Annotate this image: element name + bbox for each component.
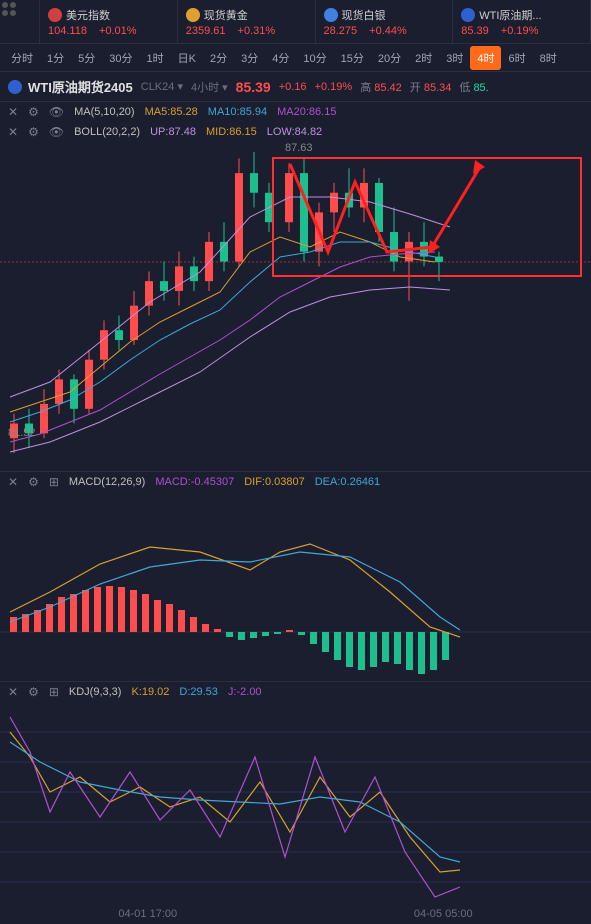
ticker-value: 2359.61	[186, 25, 226, 37]
macd-label: MACD(12,26,9)	[69, 476, 145, 488]
symbol-change: +0.16	[279, 81, 307, 93]
dif-value: DIF:0.03807	[244, 476, 305, 488]
symbol-change-pct: +0.19%	[315, 81, 353, 93]
symbol-price: 85.39	[236, 79, 271, 95]
ticker-value: 85.39	[461, 25, 489, 37]
macd-panel[interactable]: ✕ ⚙ ⊞ MACD(12,26,9) MACD:-0.45307 DIF:0.…	[0, 472, 591, 682]
ticker-icon	[48, 8, 62, 22]
ma20-value: MA20:86.15	[277, 106, 336, 118]
close-icon[interactable]: ✕	[8, 685, 18, 699]
symbol-code: CLK24 ▾	[141, 80, 183, 93]
ticker-value: 104.118	[48, 25, 87, 37]
close-icon[interactable]: ✕	[8, 105, 18, 119]
xaxis-label: 04-05 05:00	[414, 908, 473, 920]
ma5-value: MA5:85.28	[145, 106, 198, 118]
boll-up-value: UP:87.48	[150, 126, 196, 138]
settings-icon[interactable]: ⚙	[28, 475, 39, 489]
chart-bottom-label: 81.52	[8, 427, 36, 439]
macd-indicator-bar: ✕ ⚙ ⊞ MACD(12,26,9) MACD:-0.45307 DIF:0.…	[0, 472, 591, 492]
ticker-change: +0.44%	[369, 25, 407, 37]
symbol-name[interactable]: WTI原油期货2405	[8, 77, 133, 96]
symbol-period: 4小时 ▾	[191, 79, 228, 95]
timeframe-6时[interactable]: 6时	[501, 46, 532, 70]
boll-label: BOLL(20,2,2)	[74, 126, 140, 138]
macd-value: MACD:-0.45307	[155, 476, 234, 488]
timeframe-30分[interactable]: 30分	[102, 46, 139, 70]
timeframe-2分[interactable]: 2分	[203, 46, 234, 70]
j-value: J:-2.00	[228, 686, 262, 698]
timeframe-分时[interactable]: 分时	[4, 46, 40, 70]
ma10-value: MA10:85.94	[208, 106, 267, 118]
annotation-box	[272, 157, 582, 277]
x-axis: 04-01 17:00 04-05 05:00	[0, 908, 591, 920]
ticker-gold[interactable]: 现货黄金 2359.61 +0.31%	[178, 0, 316, 43]
timeframe-3分[interactable]: 3分	[234, 46, 265, 70]
symbol-name-text: WTI原油期货2405	[28, 77, 133, 96]
timeframe-8时[interactable]: 8时	[533, 46, 564, 70]
ma-label: MA(5,10,20)	[74, 106, 135, 118]
symbol-open: 开 85.34	[410, 79, 452, 95]
kdj-indicator-bar: ✕ ⚙ ⊞ KDJ(9,3,3) K:19.02 D:29.53 J:-2.00	[0, 682, 591, 702]
ticker-icon	[324, 8, 338, 22]
k-value: K:19.02	[131, 686, 169, 698]
boll-indicator-bar: ✕ ⚙ 👁 BOLL(20,2,2) UP:87.48 MID:86.15 LO…	[0, 122, 591, 142]
timeframe-4分[interactable]: 4分	[265, 46, 296, 70]
timeframe-5分[interactable]: 5分	[71, 46, 102, 70]
dea-value: DEA:0.26461	[315, 476, 380, 488]
ticker-change: +0.01%	[99, 25, 137, 37]
ticker-name-text: 美元指数	[66, 7, 110, 23]
ticker-usd-index[interactable]: 美元指数 104.118 +0.01%	[40, 0, 178, 43]
timeframe-日K[interactable]: 日K	[171, 46, 203, 70]
ticker-name-text: WTI原油期...	[479, 7, 541, 23]
ticker-bar: 美元指数 104.118 +0.01% 现货黄金 2359.61 +0.31% 现货…	[0, 0, 591, 44]
timeframe-10分[interactable]: 10分	[296, 46, 333, 70]
ticker-name-text: 现货白银	[342, 7, 386, 23]
ticker-value: 28.275	[324, 25, 358, 37]
symbol-bar: WTI原油期货2405 CLK24 ▾ 4小时 ▾ 85.39 +0.16 +0…	[0, 72, 591, 102]
ticker-wti[interactable]: WTI原油期... 85.39 +0.19%	[453, 0, 591, 43]
menu-button[interactable]	[0, 0, 40, 43]
d-value: D:29.53	[179, 686, 218, 698]
eye-icon[interactable]: 👁	[49, 125, 64, 139]
timeframe-bar: 分时1分5分30分1时日K2分3分4分10分15分20分2时3时4时6时8时	[0, 44, 591, 72]
timeframe-4时[interactable]: 4时	[470, 46, 501, 70]
expand-icon[interactable]: ⊞	[49, 475, 59, 489]
timeframe-3时[interactable]: 3时	[439, 46, 470, 70]
symbol-icon	[8, 80, 22, 94]
chart-top-label: 87.63	[285, 142, 313, 154]
ticker-silver[interactable]: 现货白银 28.275 +0.44%	[316, 0, 454, 43]
eye-icon[interactable]: 👁	[49, 105, 64, 119]
close-icon[interactable]: ✕	[8, 475, 18, 489]
settings-icon[interactable]: ⚙	[28, 685, 39, 699]
xaxis-label: 04-01 17:00	[118, 908, 177, 920]
settings-icon[interactable]: ⚙	[28, 105, 39, 119]
close-icon[interactable]: ✕	[8, 125, 18, 139]
boll-low-value: LOW:84.82	[267, 126, 322, 138]
symbol-low: 低 85.	[459, 79, 488, 95]
timeframe-1分[interactable]: 1分	[40, 46, 71, 70]
ticker-icon	[186, 8, 200, 22]
ticker-name-text: 现货黄金	[204, 7, 248, 23]
timeframe-2时[interactable]: 2时	[408, 46, 439, 70]
ticker-icon	[461, 8, 475, 22]
boll-mid-value: MID:86.15	[206, 126, 257, 138]
kdj-panel[interactable]: ✕ ⚙ ⊞ KDJ(9,3,3) K:19.02 D:29.53 J:-2.00	[0, 682, 591, 902]
ticker-change: +0.31%	[238, 25, 276, 37]
symbol-high: 高 85.42	[360, 79, 402, 95]
ticker-change: +0.19%	[501, 25, 539, 37]
timeframe-1时[interactable]: 1时	[140, 46, 171, 70]
ma-indicator-bar: ✕ ⚙ 👁 MA(5,10,20) MA5:85.28 MA10:85.94 M…	[0, 102, 591, 122]
settings-icon[interactable]: ⚙	[28, 125, 39, 139]
kdj-label: KDJ(9,3,3)	[69, 686, 122, 698]
expand-icon[interactable]: ⊞	[49, 685, 59, 699]
timeframe-15分[interactable]: 15分	[334, 46, 371, 70]
timeframe-20分[interactable]: 20分	[371, 46, 408, 70]
main-candlestick-chart[interactable]: 87.63 81.52	[0, 142, 591, 472]
